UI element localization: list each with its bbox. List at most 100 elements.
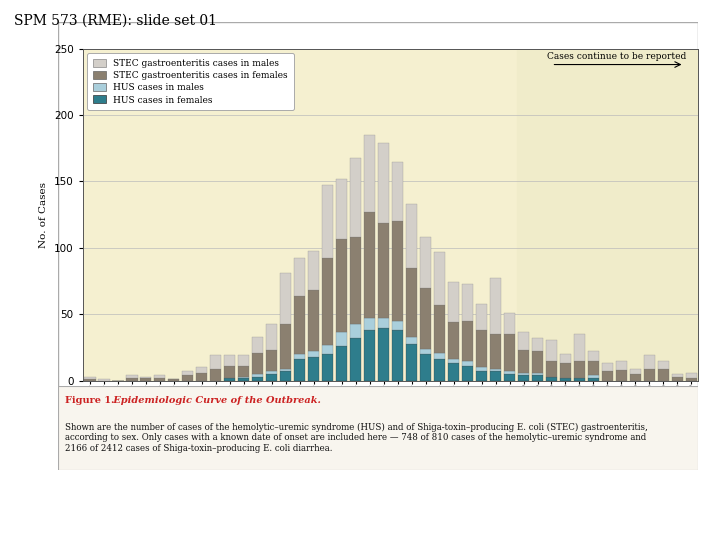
Bar xyxy=(238,355,249,366)
Bar xyxy=(462,284,473,321)
Bar xyxy=(308,291,320,352)
Bar xyxy=(588,352,599,361)
Bar xyxy=(392,221,403,321)
Bar xyxy=(420,237,431,288)
Bar xyxy=(224,366,235,378)
Bar xyxy=(434,360,445,381)
Bar xyxy=(168,380,179,381)
Bar xyxy=(602,372,613,381)
Bar xyxy=(574,378,585,381)
Bar xyxy=(322,354,333,381)
Bar xyxy=(224,378,235,381)
Bar xyxy=(154,378,166,381)
Bar xyxy=(238,366,249,377)
Bar xyxy=(448,322,459,360)
Bar xyxy=(420,288,431,349)
Bar xyxy=(490,334,501,369)
Bar xyxy=(378,143,390,222)
Bar xyxy=(140,378,151,381)
Bar xyxy=(224,355,235,366)
Bar xyxy=(644,355,655,369)
Bar xyxy=(420,349,431,354)
Bar xyxy=(98,380,109,381)
Bar xyxy=(350,323,361,338)
Bar xyxy=(616,370,627,381)
Bar xyxy=(364,135,375,212)
Bar xyxy=(266,372,277,374)
Legend: STEC gastroenteritis cases in males, STEC gastroenteritis cases in females, HUS : STEC gastroenteritis cases in males, STE… xyxy=(87,53,294,110)
Bar xyxy=(602,363,613,372)
Bar xyxy=(504,334,516,372)
Bar xyxy=(448,363,459,381)
Bar xyxy=(518,332,529,350)
Bar xyxy=(252,374,264,377)
Bar xyxy=(476,372,487,381)
Bar xyxy=(378,328,390,381)
Bar xyxy=(84,380,96,381)
Bar xyxy=(490,369,501,372)
Bar xyxy=(657,369,669,381)
Bar xyxy=(462,366,473,381)
Bar xyxy=(518,350,529,373)
Bar xyxy=(252,377,264,381)
Bar xyxy=(462,321,473,361)
Bar xyxy=(616,361,627,370)
Bar xyxy=(434,353,445,360)
Bar xyxy=(364,212,375,318)
Bar xyxy=(504,372,516,374)
Bar xyxy=(126,375,138,378)
Bar xyxy=(574,361,585,378)
Bar xyxy=(280,323,292,369)
Bar xyxy=(322,185,333,259)
Bar xyxy=(559,363,571,378)
Bar xyxy=(308,357,320,381)
Bar xyxy=(322,345,333,354)
Bar xyxy=(516,49,698,381)
Bar xyxy=(378,222,390,318)
FancyBboxPatch shape xyxy=(58,22,698,470)
Text: Shown are the number of cases of the hemolytic–uremic syndrome (HUS) and of Shig: Shown are the number of cases of the hem… xyxy=(66,423,648,453)
Bar xyxy=(588,375,599,378)
Bar xyxy=(657,361,669,369)
Bar xyxy=(462,361,473,366)
Bar xyxy=(448,360,459,363)
Bar xyxy=(294,360,305,381)
Bar xyxy=(266,350,277,372)
Bar xyxy=(336,239,347,332)
Bar xyxy=(280,273,292,323)
Bar xyxy=(364,330,375,381)
Bar xyxy=(434,305,445,353)
Bar xyxy=(406,204,418,268)
Bar xyxy=(406,337,418,343)
Bar xyxy=(336,179,347,239)
Bar xyxy=(378,318,390,328)
Bar xyxy=(448,282,459,322)
Bar xyxy=(672,374,683,377)
Bar xyxy=(392,321,403,330)
Bar xyxy=(308,352,320,357)
Bar xyxy=(546,377,557,381)
Bar xyxy=(252,337,264,353)
Bar xyxy=(350,237,361,323)
Bar xyxy=(532,373,544,375)
Bar xyxy=(630,369,642,374)
Bar xyxy=(476,330,487,367)
Bar xyxy=(546,361,557,377)
Bar xyxy=(210,355,222,369)
Bar xyxy=(420,354,431,381)
Bar xyxy=(672,377,683,381)
Bar xyxy=(630,374,642,381)
Bar xyxy=(406,343,418,381)
Bar xyxy=(518,373,529,375)
Bar xyxy=(392,161,403,221)
Bar xyxy=(532,375,544,381)
Bar xyxy=(140,377,151,378)
Bar xyxy=(238,377,249,378)
Bar xyxy=(266,323,277,350)
Bar xyxy=(252,353,264,374)
Bar xyxy=(434,252,445,305)
Bar xyxy=(532,338,544,352)
Bar xyxy=(644,369,655,381)
Bar xyxy=(266,374,277,381)
Bar xyxy=(559,354,571,363)
